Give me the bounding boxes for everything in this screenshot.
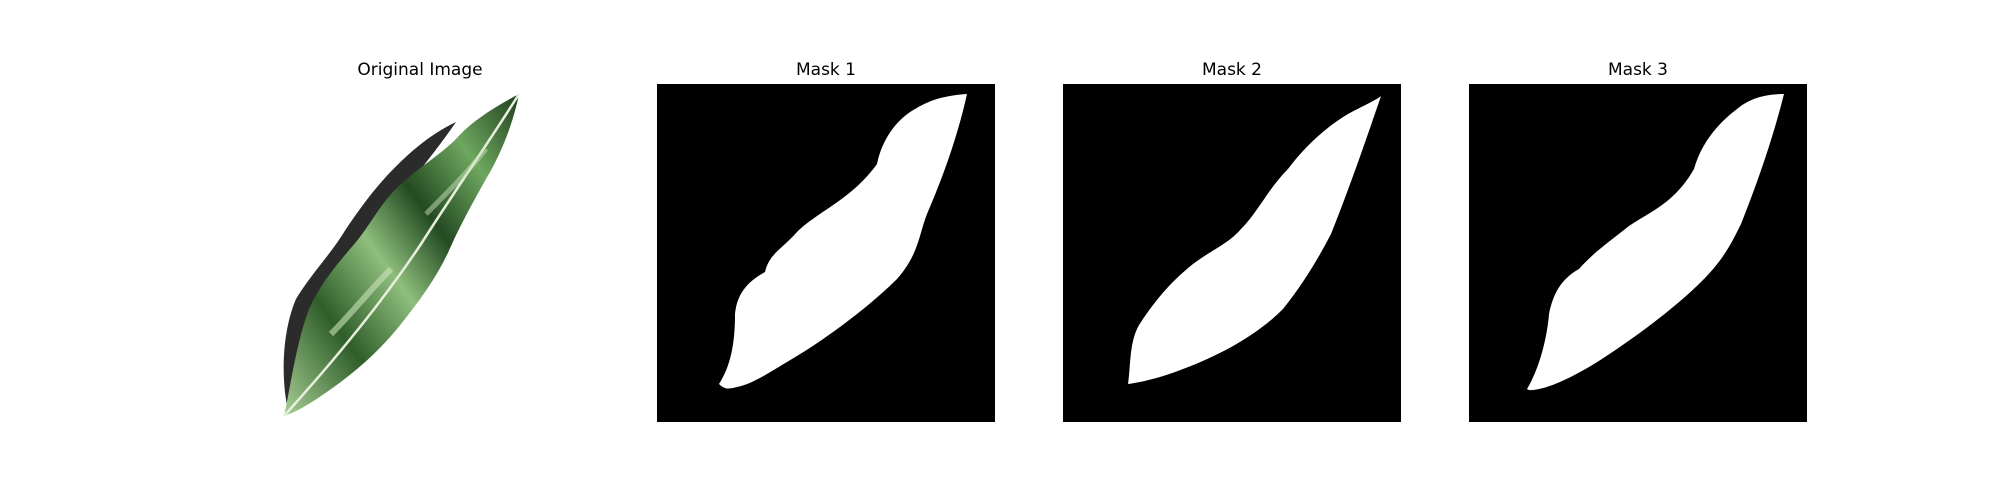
panel-mask-3: Mask 3: [1469, 58, 1807, 424]
panel-original-image: Original Image: [251, 58, 589, 424]
panel-mask-2: Mask 2: [1063, 58, 1401, 424]
panel-title: Original Image: [357, 60, 483, 80]
panel-title: Mask 2: [1201, 60, 1262, 80]
mask-1-image: [657, 84, 995, 422]
mask-2-image: [1063, 84, 1401, 422]
leaf-midrib: [283, 93, 521, 417]
mask-3-region: [1527, 94, 1784, 391]
panel-title: Mask 3: [1607, 60, 1668, 80]
panel-title: Mask 1: [795, 60, 856, 80]
panel-mask-1: Mask 1: [657, 58, 995, 424]
mask-3-image: [1469, 84, 1807, 422]
mask-1-region: [719, 94, 967, 389]
leaf-body: [284, 94, 519, 416]
leaf-shadow: [283, 122, 456, 414]
leaf-photo: [251, 84, 589, 422]
mask-2-region: [1128, 96, 1381, 384]
